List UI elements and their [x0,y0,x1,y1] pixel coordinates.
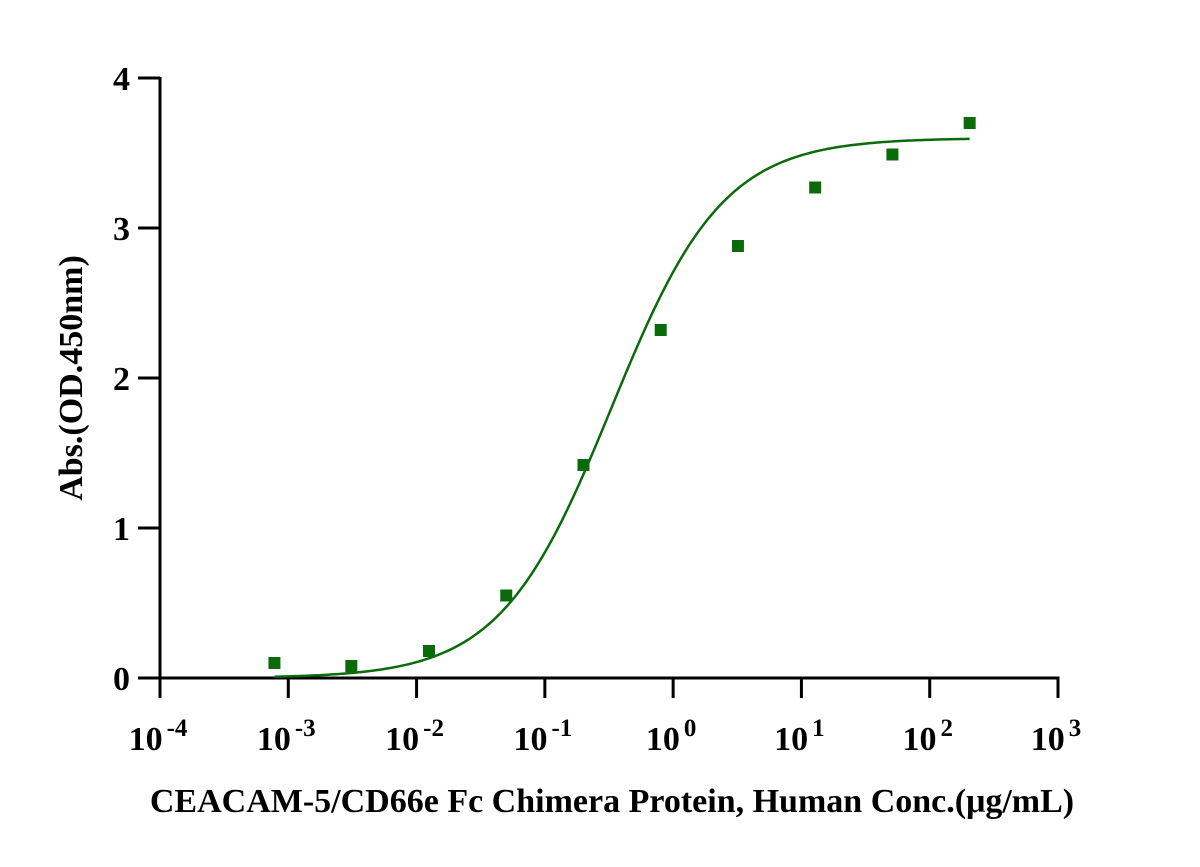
data-point [886,148,899,161]
x-tick-label: 10 2 [902,715,953,758]
axes: 0 1 2 3 4 10 -4 10 -3 10 -2 10 -1 10 0 10 1 10 2 10 3 [113,61,1081,758]
data-point [654,324,667,336]
y-tick-label: 2 [113,361,130,398]
data-point [268,657,281,669]
y-tick-label: 0 [113,661,130,698]
x-tick-label: 10 -4 [129,715,188,758]
y-tick-label: 3 [113,211,130,248]
data-point [577,459,590,471]
data-point [423,645,436,657]
x-axis-label: CEACAM-5/CD66e Fc Chimera Protein, Human… [150,783,1074,820]
x-tick-label: 10 -2 [385,715,444,758]
data-point [963,117,976,129]
y-axis-label: Abs.(OD.450nm) [53,255,90,501]
data-point [500,589,513,602]
fit-curve [274,137,970,678]
y-tick-label: 1 [113,511,130,548]
data-point [731,240,744,252]
x-tick-label: 10 0 [646,715,697,758]
data-point [345,660,358,672]
y-tick-label: 4 [113,61,130,98]
x-tick-label: 10 3 [1031,715,1082,758]
fit-curve-layer [274,137,970,678]
x-tick-label: 10 1 [774,715,825,758]
data-point [809,181,822,194]
data-points-layer [268,117,976,672]
x-tick-label: 10 -1 [513,715,572,758]
x-tick-label: 10 -3 [257,715,316,758]
